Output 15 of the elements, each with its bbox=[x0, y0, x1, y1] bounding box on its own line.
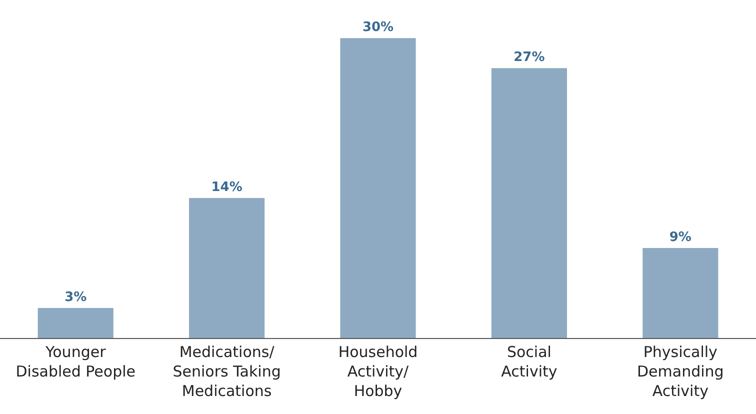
bar bbox=[642, 248, 718, 338]
data-label: 3% bbox=[64, 290, 87, 306]
x-tick-label: Household Activity/ Hobby bbox=[338, 343, 418, 400]
x-tick-label: Physically Demanding Activity bbox=[636, 343, 724, 400]
data-label: 30% bbox=[362, 20, 394, 36]
x-tick-label: Social Activity bbox=[501, 343, 558, 380]
data-label: 14% bbox=[211, 180, 242, 196]
data-label: 9% bbox=[669, 230, 692, 246]
bar bbox=[491, 68, 567, 338]
bar bbox=[189, 198, 265, 338]
x-tick-label: Medications/ Seniors Taking Medications bbox=[172, 343, 281, 400]
x-tick-label: Younger Disabled People bbox=[16, 343, 136, 380]
bar bbox=[38, 308, 114, 338]
data-label: 27% bbox=[514, 50, 545, 66]
bar bbox=[340, 38, 416, 338]
